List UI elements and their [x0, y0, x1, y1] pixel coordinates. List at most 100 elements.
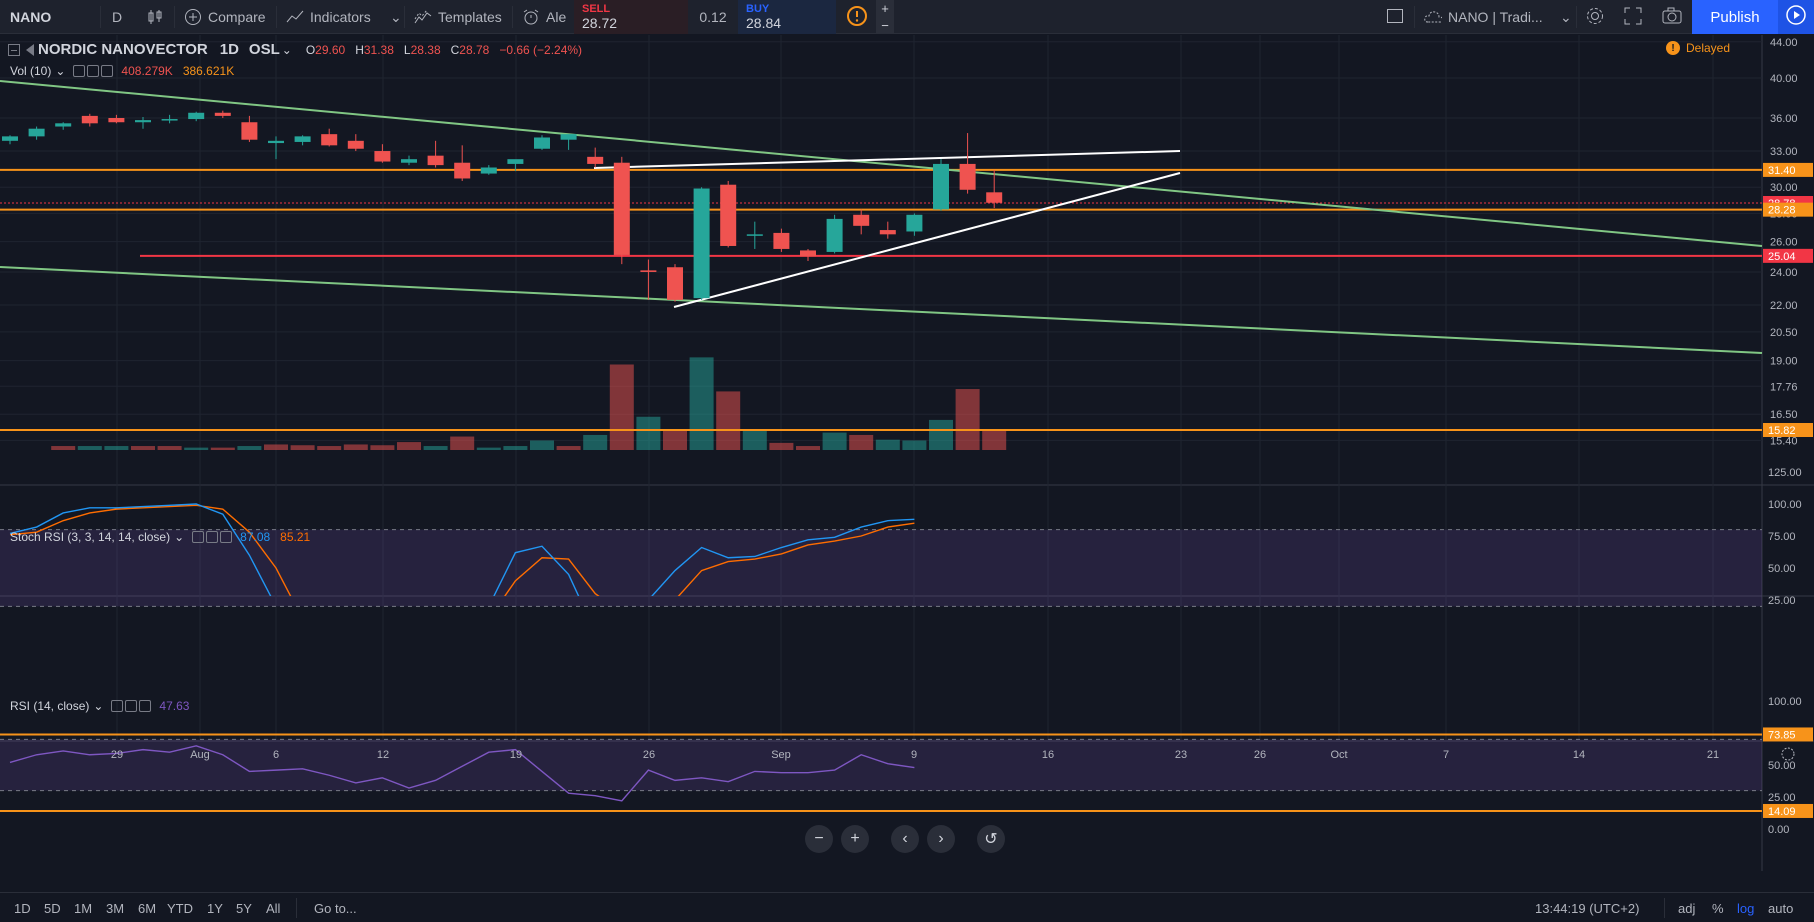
candle-body	[853, 214, 870, 226]
candle-body	[55, 123, 72, 127]
volume-bar	[742, 430, 767, 450]
price-tag	[1763, 162, 1813, 177]
eye-icon[interactable]	[73, 65, 86, 77]
qty-decrease-button[interactable]: −	[876, 17, 894, 34]
chevron-down-icon[interactable]: ⌄	[174, 530, 185, 544]
candle-body	[667, 267, 683, 300]
log-toggle[interactable]: log	[1737, 901, 1755, 916]
expand-icon	[1624, 7, 1642, 28]
settings-button[interactable]	[1585, 0, 1605, 34]
percent-toggle[interactable]: %	[1712, 901, 1724, 916]
publish-button[interactable]: Publish	[1692, 0, 1778, 34]
range-button-all[interactable]: All	[266, 901, 281, 916]
replay-button[interactable]	[1778, 0, 1814, 34]
stoch-axis-label: 75.00	[1768, 531, 1796, 543]
chevron-down-icon[interactable]: ⌄	[281, 42, 292, 57]
bottom-toolbar: 1D 5D 1M 3M 6M YTD 1Y 5Y All Go to... 13:44:19 (…	[0, 892, 1814, 922]
trade-info-button[interactable]	[846, 0, 868, 34]
layout-dropdown[interactable]: ⌄	[1560, 0, 1572, 34]
volume-bar	[929, 419, 953, 450]
eye-icon[interactable]	[111, 700, 124, 712]
volume-bar	[982, 430, 1007, 450]
adj-toggle[interactable]: adj	[1678, 901, 1696, 916]
interval-label: 1D	[219, 41, 239, 58]
info-icon	[846, 5, 868, 30]
candle-body	[587, 156, 604, 164]
close-icon[interactable]	[101, 65, 114, 77]
price-tag-label: 28.28	[1768, 205, 1796, 217]
templates-button[interactable]: Templates	[414, 0, 502, 34]
rsi-line	[9, 745, 915, 802]
price-chart[interactable]: 44.0040.0036.0033.0030.0028.0026.0024.00…	[0, 35, 1814, 871]
goto-button[interactable]: Go to...	[314, 901, 357, 916]
volume-bar	[317, 446, 342, 450]
templates-icon	[414, 8, 432, 26]
delayed-badge[interactable]: ! Delayed	[1666, 41, 1730, 55]
volume-bar	[343, 444, 368, 450]
clock[interactable]: 13:44:19 (UTC+2)	[1535, 901, 1640, 916]
chart-background	[0, 35, 1814, 871]
axis-settings-icon[interactable]	[1781, 747, 1795, 761]
layout-name-button[interactable]: NANO | Tradi...	[1424, 0, 1543, 34]
main-legend: NORDIC NANOVECTOR 1D OSL ⌄ O 29.60 H 31.38…	[8, 41, 582, 58]
alert-button[interactable]: Ale	[522, 0, 566, 34]
zoom-in-button[interactable]: +	[841, 825, 869, 853]
sell-button[interactable]: SELL 28.72	[574, 0, 688, 34]
flag-icon	[26, 43, 34, 56]
settings-icon[interactable]	[206, 531, 219, 543]
candle-body	[347, 140, 364, 149]
range-button-ytd[interactable]: YTD	[167, 901, 193, 916]
range-button-5d[interactable]: 5D	[44, 901, 61, 916]
close-icon[interactable]	[220, 531, 233, 543]
volume-bar	[184, 447, 209, 450]
settings-icon[interactable]	[87, 65, 100, 77]
range-button-1d[interactable]: 1D	[14, 901, 31, 916]
volume-ma-value: 386.621K	[182, 64, 235, 78]
range-button-6m[interactable]: 6M	[138, 901, 157, 916]
scroll-right-button[interactable]: ›	[927, 825, 955, 853]
compare-button[interactable]: Compare	[184, 0, 266, 34]
sell-label: SELL	[582, 3, 611, 15]
eye-icon[interactable]	[192, 531, 205, 543]
range-button-1y[interactable]: 1Y	[207, 901, 223, 916]
chevron-down-icon[interactable]: ⌄	[93, 699, 104, 713]
indicators-button[interactable]: Indicators	[286, 0, 371, 34]
reset-chart-button[interactable]: ↺	[977, 825, 1005, 853]
time-axis-label: 21	[1707, 749, 1719, 761]
price-axis-label: 26.00	[1770, 237, 1798, 249]
screenshot-button[interactable]	[1662, 0, 1682, 34]
chart-area[interactable]: 44.0040.0036.0033.0030.0028.0026.0024.00…	[0, 35, 1814, 871]
range-button-1m[interactable]: 1M	[74, 901, 93, 916]
candle-body	[773, 232, 790, 249]
fullscreen-button[interactable]	[1624, 0, 1642, 34]
volume-bar	[397, 442, 421, 450]
price-axis-label: 22.00	[1770, 300, 1798, 312]
chevron-down-icon[interactable]: ⌄	[55, 64, 66, 78]
scroll-left-button[interactable]: ‹	[891, 825, 919, 853]
buy-button[interactable]: BUY 28.84	[738, 0, 836, 34]
symbol-search[interactable]: NANO	[10, 9, 52, 25]
stoch-axis-label: 50.00	[1768, 563, 1796, 575]
settings-icon[interactable]	[125, 700, 138, 712]
candle-body	[480, 167, 497, 174]
low-value: 28.38	[410, 42, 441, 57]
range-button-5y[interactable]: 5Y	[236, 901, 252, 916]
volume-bar	[450, 436, 475, 450]
close-icon[interactable]	[139, 700, 152, 712]
collapse-icon[interactable]	[8, 43, 20, 56]
price-axis-label: 36.00	[1770, 113, 1798, 125]
chart-style-button[interactable]	[146, 0, 170, 34]
volume-bar	[503, 446, 528, 450]
candle-body	[613, 162, 630, 255]
auto-toggle[interactable]: auto	[1768, 901, 1794, 916]
zoom-out-button[interactable]: −	[805, 825, 833, 853]
time-axis-label: 9	[911, 749, 917, 761]
fullscreen-layout-button[interactable]	[1386, 0, 1404, 34]
indicators-dropdown[interactable]: ⌄	[390, 0, 402, 34]
qty-increase-button[interactable]: +	[876, 0, 894, 17]
volume-bar	[104, 446, 129, 450]
range-button-3m[interactable]: 3M	[106, 901, 125, 916]
volume-bar	[716, 391, 741, 450]
interval-button[interactable]: D	[112, 9, 123, 25]
time-axis-label: 19	[510, 749, 522, 761]
